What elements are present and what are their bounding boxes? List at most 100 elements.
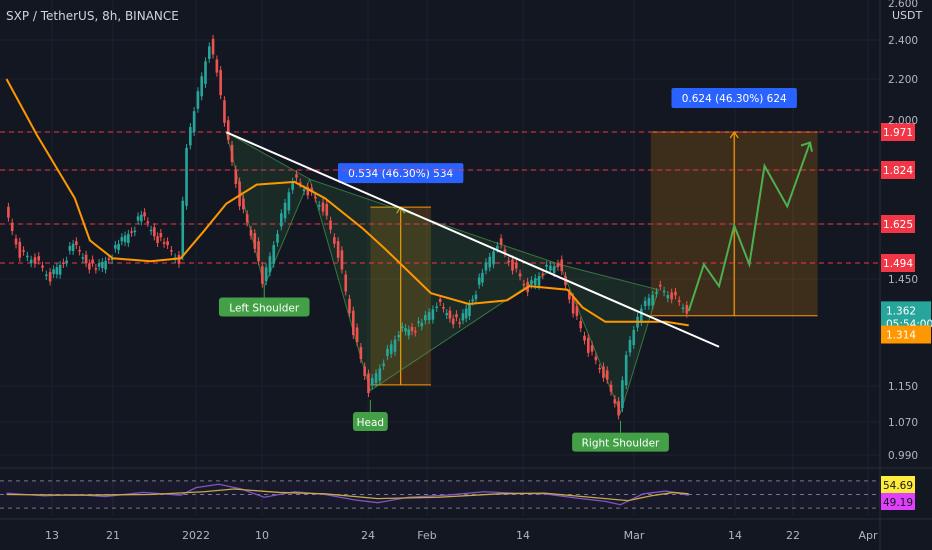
candle-body	[655, 292, 658, 294]
candle-body	[146, 221, 150, 224]
candle-body	[537, 276, 541, 286]
candle-body	[442, 307, 445, 309]
candle-body	[268, 256, 272, 273]
measure-label-box	[671, 88, 797, 108]
candle-body	[196, 91, 200, 109]
candle-body	[230, 144, 234, 162]
candle-body	[295, 174, 298, 178]
candle-body	[518, 273, 522, 277]
candle-body	[136, 216, 140, 221]
candle-body	[685, 305, 689, 314]
pattern-triangle	[308, 178, 561, 392]
candle-body	[410, 326, 414, 331]
y-tick-label: 2.400	[888, 35, 918, 47]
measure-label: 0.534 (46.30%) 534	[348, 168, 453, 180]
level-tag-bg	[881, 161, 915, 179]
x-tick-label: 13	[45, 529, 59, 542]
x-tick-label: 24	[361, 529, 375, 542]
candle-body	[18, 241, 22, 258]
candle-body	[674, 291, 677, 296]
candle-body	[159, 233, 163, 238]
candle-body	[549, 265, 552, 270]
candle-body	[110, 258, 114, 261]
candle-body	[461, 313, 465, 321]
candle-body	[242, 198, 245, 210]
candle-body	[378, 368, 382, 381]
candle-body	[272, 245, 276, 264]
candle-body	[192, 111, 196, 133]
candle-body	[617, 401, 620, 416]
candle-body	[166, 241, 169, 246]
candle-body	[507, 260, 510, 263]
candle-body	[310, 187, 313, 192]
chart-title: SXP / TetherUS, 8h, BINANCE	[6, 9, 179, 23]
candle-body	[101, 261, 104, 269]
candle-body	[143, 212, 146, 217]
pattern-triangle	[225, 131, 311, 288]
oscillator-value-bg	[881, 476, 915, 493]
x-tick-label: Apr	[858, 529, 878, 542]
candle-body	[579, 320, 583, 329]
pattern-label: Head	[357, 417, 384, 429]
candle-body	[451, 318, 455, 325]
moving-average-line	[5, 78, 689, 327]
candle-body	[88, 263, 91, 270]
candle-body	[666, 295, 670, 299]
pattern-label: Left Shoulder	[229, 303, 300, 315]
candle-body	[29, 259, 33, 264]
candle-body	[156, 236, 159, 244]
candle-body	[26, 255, 29, 258]
candle-body	[107, 258, 111, 260]
candle-body	[314, 196, 317, 199]
candle-body	[438, 298, 442, 303]
candle-body	[602, 366, 605, 378]
candle-body	[621, 380, 624, 408]
candle-body	[477, 277, 481, 285]
candle-body	[605, 370, 609, 380]
candle-body	[393, 339, 397, 352]
candle-body	[287, 192, 291, 211]
candle-body	[325, 204, 329, 216]
candle-body	[594, 356, 598, 361]
candle-body	[238, 181, 241, 207]
candle-body	[340, 250, 344, 270]
candle-body	[492, 251, 495, 265]
candle-body	[464, 308, 468, 319]
candle-body	[445, 313, 449, 316]
candle-body	[223, 100, 226, 123]
candle-body	[488, 256, 492, 268]
candle-body	[253, 233, 257, 249]
candle-body	[55, 267, 59, 275]
candle-body	[514, 263, 518, 269]
neckline-trendline	[225, 131, 720, 348]
candle-body	[189, 127, 192, 146]
candle-body	[45, 274, 48, 277]
price-tag-bg	[881, 325, 931, 344]
candle-body	[117, 243, 120, 250]
candle-body	[640, 308, 643, 322]
level-tag-bg	[881, 123, 915, 141]
candle-body	[81, 257, 85, 259]
candle-body	[389, 344, 393, 354]
candle-body	[336, 241, 340, 258]
candle-body	[234, 169, 238, 185]
candle-body	[367, 373, 370, 393]
candle-body	[541, 273, 545, 276]
candle-body	[65, 260, 68, 263]
candle-body	[560, 259, 564, 272]
candle-body	[200, 76, 204, 97]
candle-body	[185, 147, 188, 206]
candle-body	[658, 284, 662, 287]
candle-body	[590, 345, 594, 352]
projection-path	[687, 142, 811, 312]
rsi-signal-line	[6, 488, 689, 502]
candle-body	[424, 315, 427, 321]
candle-body	[162, 242, 166, 244]
candle-body	[298, 182, 302, 185]
candle-body	[530, 280, 533, 285]
candle-body	[511, 259, 514, 271]
candle-body	[468, 303, 471, 317]
pattern-label: Right Shoulder	[582, 438, 660, 450]
candle-body	[52, 269, 55, 274]
